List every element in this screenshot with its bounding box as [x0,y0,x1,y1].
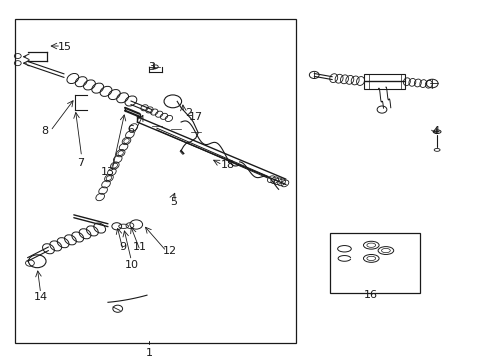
Text: 1: 1 [145,348,153,358]
Text: 9: 9 [119,242,126,252]
Text: 12: 12 [163,246,177,256]
Text: 3: 3 [148,62,155,72]
Text: 7: 7 [77,158,83,168]
Bar [329,233,419,293]
Text: 14: 14 [34,292,48,302]
Text: 17: 17 [188,112,203,122]
Text: 16: 16 [364,290,378,300]
Text: 15: 15 [58,42,72,52]
Text: 4: 4 [432,126,439,136]
Bar [15,19,295,343]
Text: 11: 11 [133,242,147,252]
Text: 2: 2 [184,108,192,118]
Text: 13: 13 [100,167,114,177]
Text: 6: 6 [127,125,134,135]
Text: 8: 8 [41,126,48,136]
Bar [363,73,405,89]
Text: 18: 18 [220,160,234,170]
Text: 5: 5 [170,197,177,207]
Text: 10: 10 [124,260,138,270]
